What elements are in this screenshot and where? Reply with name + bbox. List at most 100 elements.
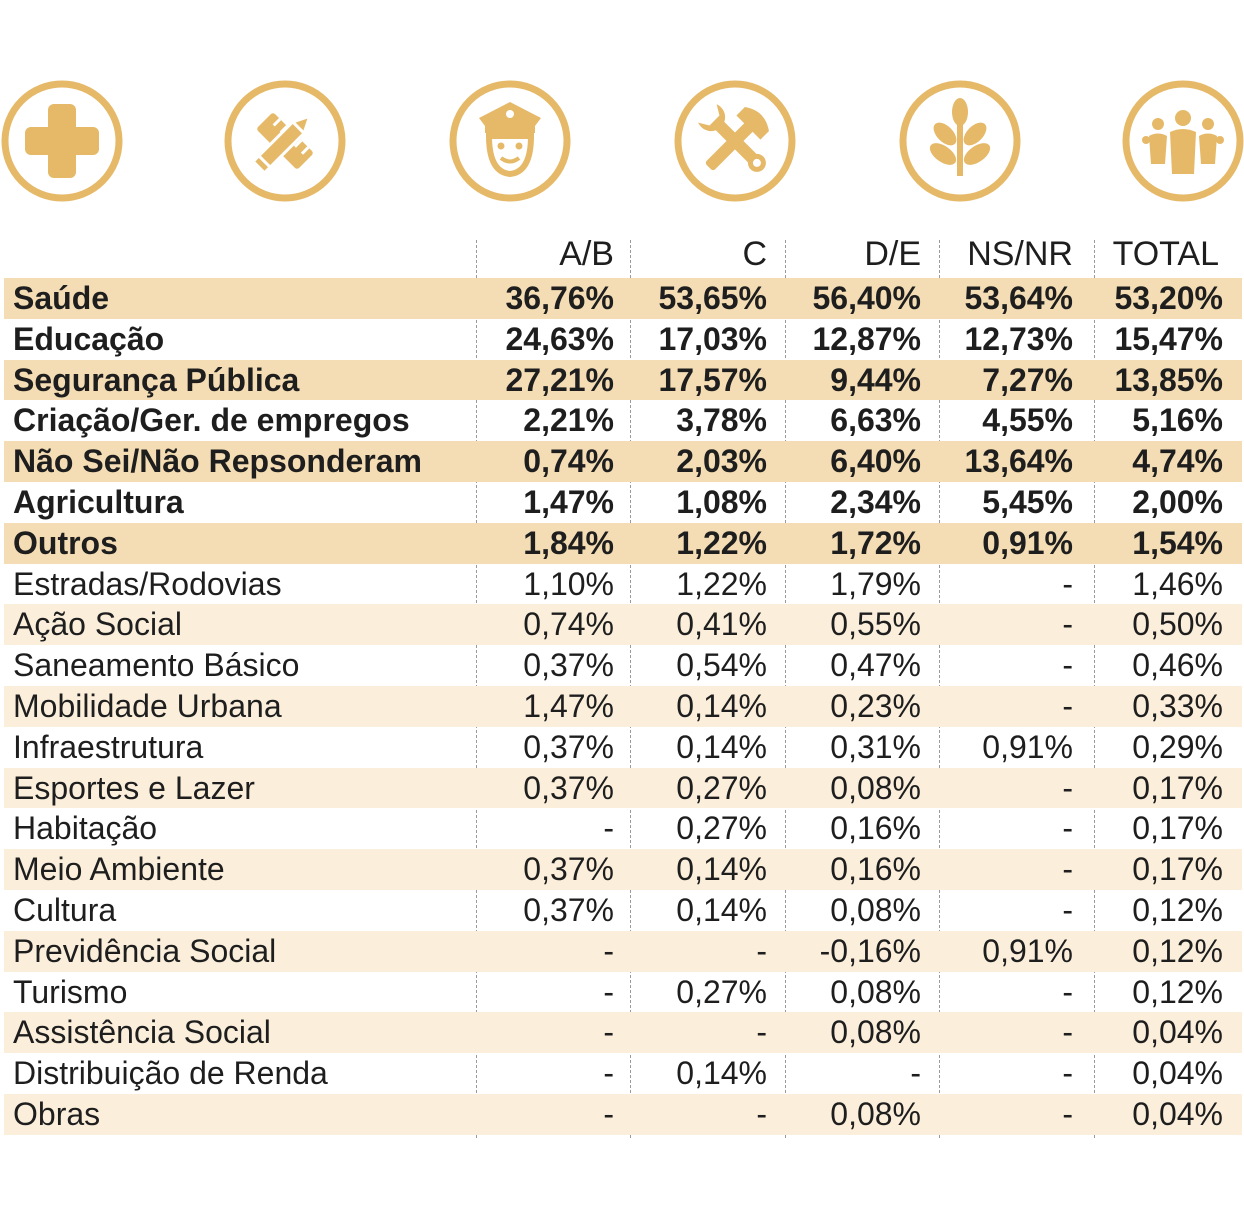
table-cell: 9,44% bbox=[830, 361, 921, 398]
table-cell: 1,47% bbox=[523, 687, 614, 724]
table-cell: - bbox=[1062, 687, 1073, 724]
table-row: Previdência Social - - -0,16% 0,91% 0,12% bbox=[4, 930, 1242, 972]
table-cell: - bbox=[603, 932, 614, 969]
table-row: Turismo - 0,27% 0,08% - 0,12% bbox=[4, 972, 1242, 1013]
table-cell: 56,40% bbox=[812, 280, 921, 316]
table-cell: 0,50% bbox=[1132, 606, 1223, 643]
row-label: Outros bbox=[13, 524, 118, 561]
table-cell: 1,46% bbox=[1132, 565, 1223, 602]
table-cell: 0,14% bbox=[676, 891, 767, 928]
row-label: Assistência Social bbox=[13, 1014, 271, 1051]
row-label: Educação bbox=[13, 320, 165, 357]
row-label: Obras bbox=[13, 1095, 101, 1132]
table-cell: 0,08% bbox=[830, 769, 921, 806]
category-icons bbox=[0, 80, 1244, 210]
table-cell: - bbox=[1062, 1095, 1073, 1132]
table-cell: - bbox=[1062, 851, 1073, 888]
table-cell: - bbox=[756, 1095, 767, 1132]
table-row: Distribuição de Renda - 0,14% - - 0,04% bbox=[4, 1053, 1242, 1094]
table-body: Saúde 36,76% 53,65% 56,40% 53,64% 53,20% Educa… bbox=[4, 278, 1242, 1135]
table-cell: 0,12% bbox=[1132, 973, 1223, 1010]
table-row: Obras - - 0,08% - 0,04% bbox=[4, 1093, 1242, 1135]
table-cell: 2,00% bbox=[1132, 483, 1223, 520]
table-cell: 0,31% bbox=[830, 728, 921, 765]
table-cell: 0,08% bbox=[830, 973, 921, 1010]
table-row: Saúde 36,76% 53,65% 56,40% 53,64% 53,20% bbox=[4, 278, 1242, 319]
table-cell: - bbox=[1062, 565, 1073, 602]
table-cell: - bbox=[1062, 810, 1073, 847]
table-cell: 4,55% bbox=[982, 402, 1073, 439]
table-cell: 0,74% bbox=[523, 443, 614, 480]
table-cell: 0,17% bbox=[1132, 851, 1223, 888]
table-cell: 13,64% bbox=[964, 443, 1073, 480]
table-cell: - bbox=[910, 1055, 921, 1092]
table-cell: 0,37% bbox=[523, 647, 614, 684]
row-label: Segurança Pública bbox=[13, 361, 300, 398]
table-cell: 5,45% bbox=[982, 483, 1073, 520]
column-header: D/E bbox=[864, 235, 921, 273]
table-cell: 0,17% bbox=[1132, 810, 1223, 847]
table-cell: 0,04% bbox=[1132, 1095, 1223, 1132]
table-cell: 0,33% bbox=[1132, 687, 1223, 724]
table-cell: 0,46% bbox=[1132, 647, 1223, 684]
table-cell: 27,21% bbox=[505, 361, 614, 398]
table-cell: -0,16% bbox=[819, 932, 921, 969]
table-cell: 0,08% bbox=[830, 891, 921, 928]
table-cell: 0,04% bbox=[1132, 1055, 1223, 1092]
table-cell: - bbox=[1062, 973, 1073, 1010]
table-cell: 0,29% bbox=[1132, 728, 1223, 765]
row-label: Distribuição de Renda bbox=[13, 1055, 328, 1092]
table-row: Esportes e Lazer 0,37% 0,27% 0,08% - 0,17% bbox=[4, 767, 1242, 809]
health-cross-icon bbox=[1, 80, 123, 202]
row-label: Infraestrutura bbox=[13, 728, 204, 765]
table-cell: 0,17% bbox=[1132, 769, 1223, 806]
table-cell: - bbox=[1062, 1055, 1073, 1092]
table-row: Criação/Ger. de empregos 2,21% 3,78% 6,63% 4… bbox=[4, 400, 1242, 441]
people-group-icon bbox=[1122, 80, 1244, 202]
row-label: Saúde bbox=[13, 280, 110, 316]
table-cell: - bbox=[756, 1014, 767, 1051]
table-row: Habitação - 0,27% 0,16% - 0,17% bbox=[4, 808, 1242, 849]
table-cell: 0,47% bbox=[830, 647, 921, 684]
table-cell: - bbox=[603, 810, 614, 847]
table-cell: 24,63% bbox=[505, 320, 614, 357]
table-cell: 0,04% bbox=[1132, 1014, 1223, 1051]
table-cell: 0,16% bbox=[830, 810, 921, 847]
table-cell: 2,21% bbox=[523, 402, 614, 439]
table-cell: 1,22% bbox=[676, 524, 767, 561]
table-cell: 2,34% bbox=[830, 483, 921, 520]
table-cell: 2,03% bbox=[676, 443, 767, 480]
table-cell: 0,08% bbox=[830, 1095, 921, 1132]
table-row: Assistência Social - - 0,08% - 0,04% bbox=[4, 1012, 1242, 1054]
table-cell: 0,27% bbox=[676, 769, 767, 806]
table-cell: 0,14% bbox=[676, 851, 767, 888]
table-cell: 4,74% bbox=[1132, 443, 1223, 480]
table-cell: 0,54% bbox=[676, 647, 767, 684]
table-cell: 0,55% bbox=[830, 606, 921, 643]
table-cell: 1,08% bbox=[676, 483, 767, 520]
table-row: Meio Ambiente 0,37% 0,14% 0,16% - 0,17% bbox=[4, 849, 1242, 890]
table-row: Agricultura 1,47% 1,08% 2,34% 5,45% 2,00% bbox=[4, 482, 1242, 523]
tools-wrench-hammer-icon bbox=[674, 80, 796, 202]
table-row: Outros 1,84% 1,22% 1,72% 0,91% 1,54% bbox=[4, 522, 1242, 564]
table-cell: 0,91% bbox=[982, 728, 1073, 765]
table-cell: 17,57% bbox=[658, 361, 767, 398]
table-cell: 0,14% bbox=[676, 1055, 767, 1092]
column-header: A/B bbox=[559, 235, 614, 273]
row-label: Cultura bbox=[13, 891, 117, 928]
table-cell: 1,54% bbox=[1132, 524, 1223, 561]
table-cell: 1,79% bbox=[830, 565, 921, 602]
table-cell: 0,37% bbox=[523, 891, 614, 928]
table-cell: - bbox=[603, 973, 614, 1010]
table-cell: - bbox=[603, 1014, 614, 1051]
table-cell: 0,08% bbox=[830, 1014, 921, 1051]
table-cell: 36,76% bbox=[505, 280, 614, 316]
table-cell: 0,27% bbox=[676, 810, 767, 847]
table-cell: - bbox=[1062, 647, 1073, 684]
column-header: NS/NR bbox=[967, 235, 1073, 273]
table-cell: 0,91% bbox=[982, 524, 1073, 561]
table-row: Saneamento Básico 0,37% 0,54% 0,47% - 0,46% bbox=[4, 645, 1242, 686]
table-cell: 0,12% bbox=[1132, 891, 1223, 928]
row-label: Previdência Social bbox=[13, 932, 277, 969]
table-cell: 1,72% bbox=[830, 524, 921, 561]
